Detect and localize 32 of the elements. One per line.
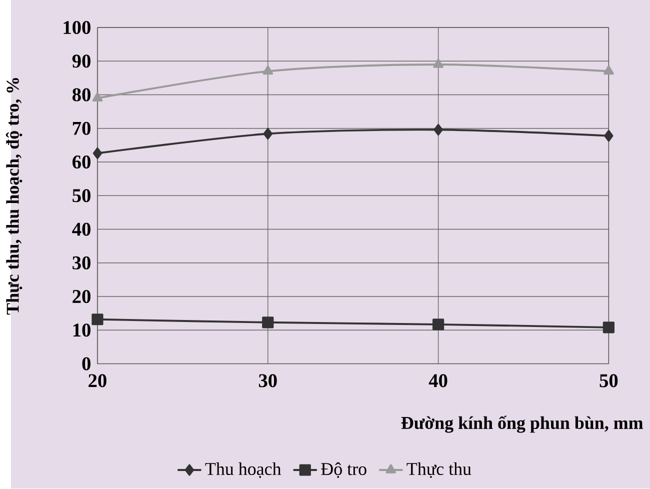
point — [432, 318, 444, 330]
legend-label: Thực thu — [406, 462, 472, 478]
point — [263, 128, 272, 140]
legend-label: Độ tro — [321, 462, 366, 478]
point — [262, 316, 274, 328]
point — [604, 66, 614, 75]
x-tick-label: 30 — [258, 374, 277, 388]
point — [92, 148, 102, 160]
x-tick-label: 40 — [428, 374, 448, 388]
y-tick-label: 20 — [72, 290, 90, 304]
y-tick-label: 60 — [72, 156, 90, 169]
point — [433, 58, 444, 68]
y-tick-label: 70 — [72, 122, 90, 136]
y-tick-label: 40 — [72, 222, 90, 236]
point — [602, 322, 615, 334]
point — [92, 92, 103, 102]
point — [434, 124, 443, 136]
y-tick-label: 50 — [72, 189, 90, 202]
y-tick-label: 90 — [72, 54, 90, 68]
point — [262, 66, 274, 75]
point — [92, 314, 104, 326]
y-tick-label: 30 — [72, 256, 90, 270]
x-tick-label: 20 — [88, 374, 106, 388]
y-tick-label: 10 — [73, 324, 90, 337]
y-axis-title: Thực thu, thu hoạch, độ tro, % — [6, 78, 22, 315]
y-tick-label: 0 — [82, 357, 90, 370]
x-tick-label: 50 — [600, 374, 618, 388]
x-axis-title: Đường kính ống phun bùn, mm — [401, 416, 643, 433]
y-tick-label: 100 — [64, 21, 90, 34]
y-tick-label: 80 — [72, 88, 90, 102]
legend-label: Thu hoạch — [205, 462, 282, 478]
point — [604, 130, 614, 142]
